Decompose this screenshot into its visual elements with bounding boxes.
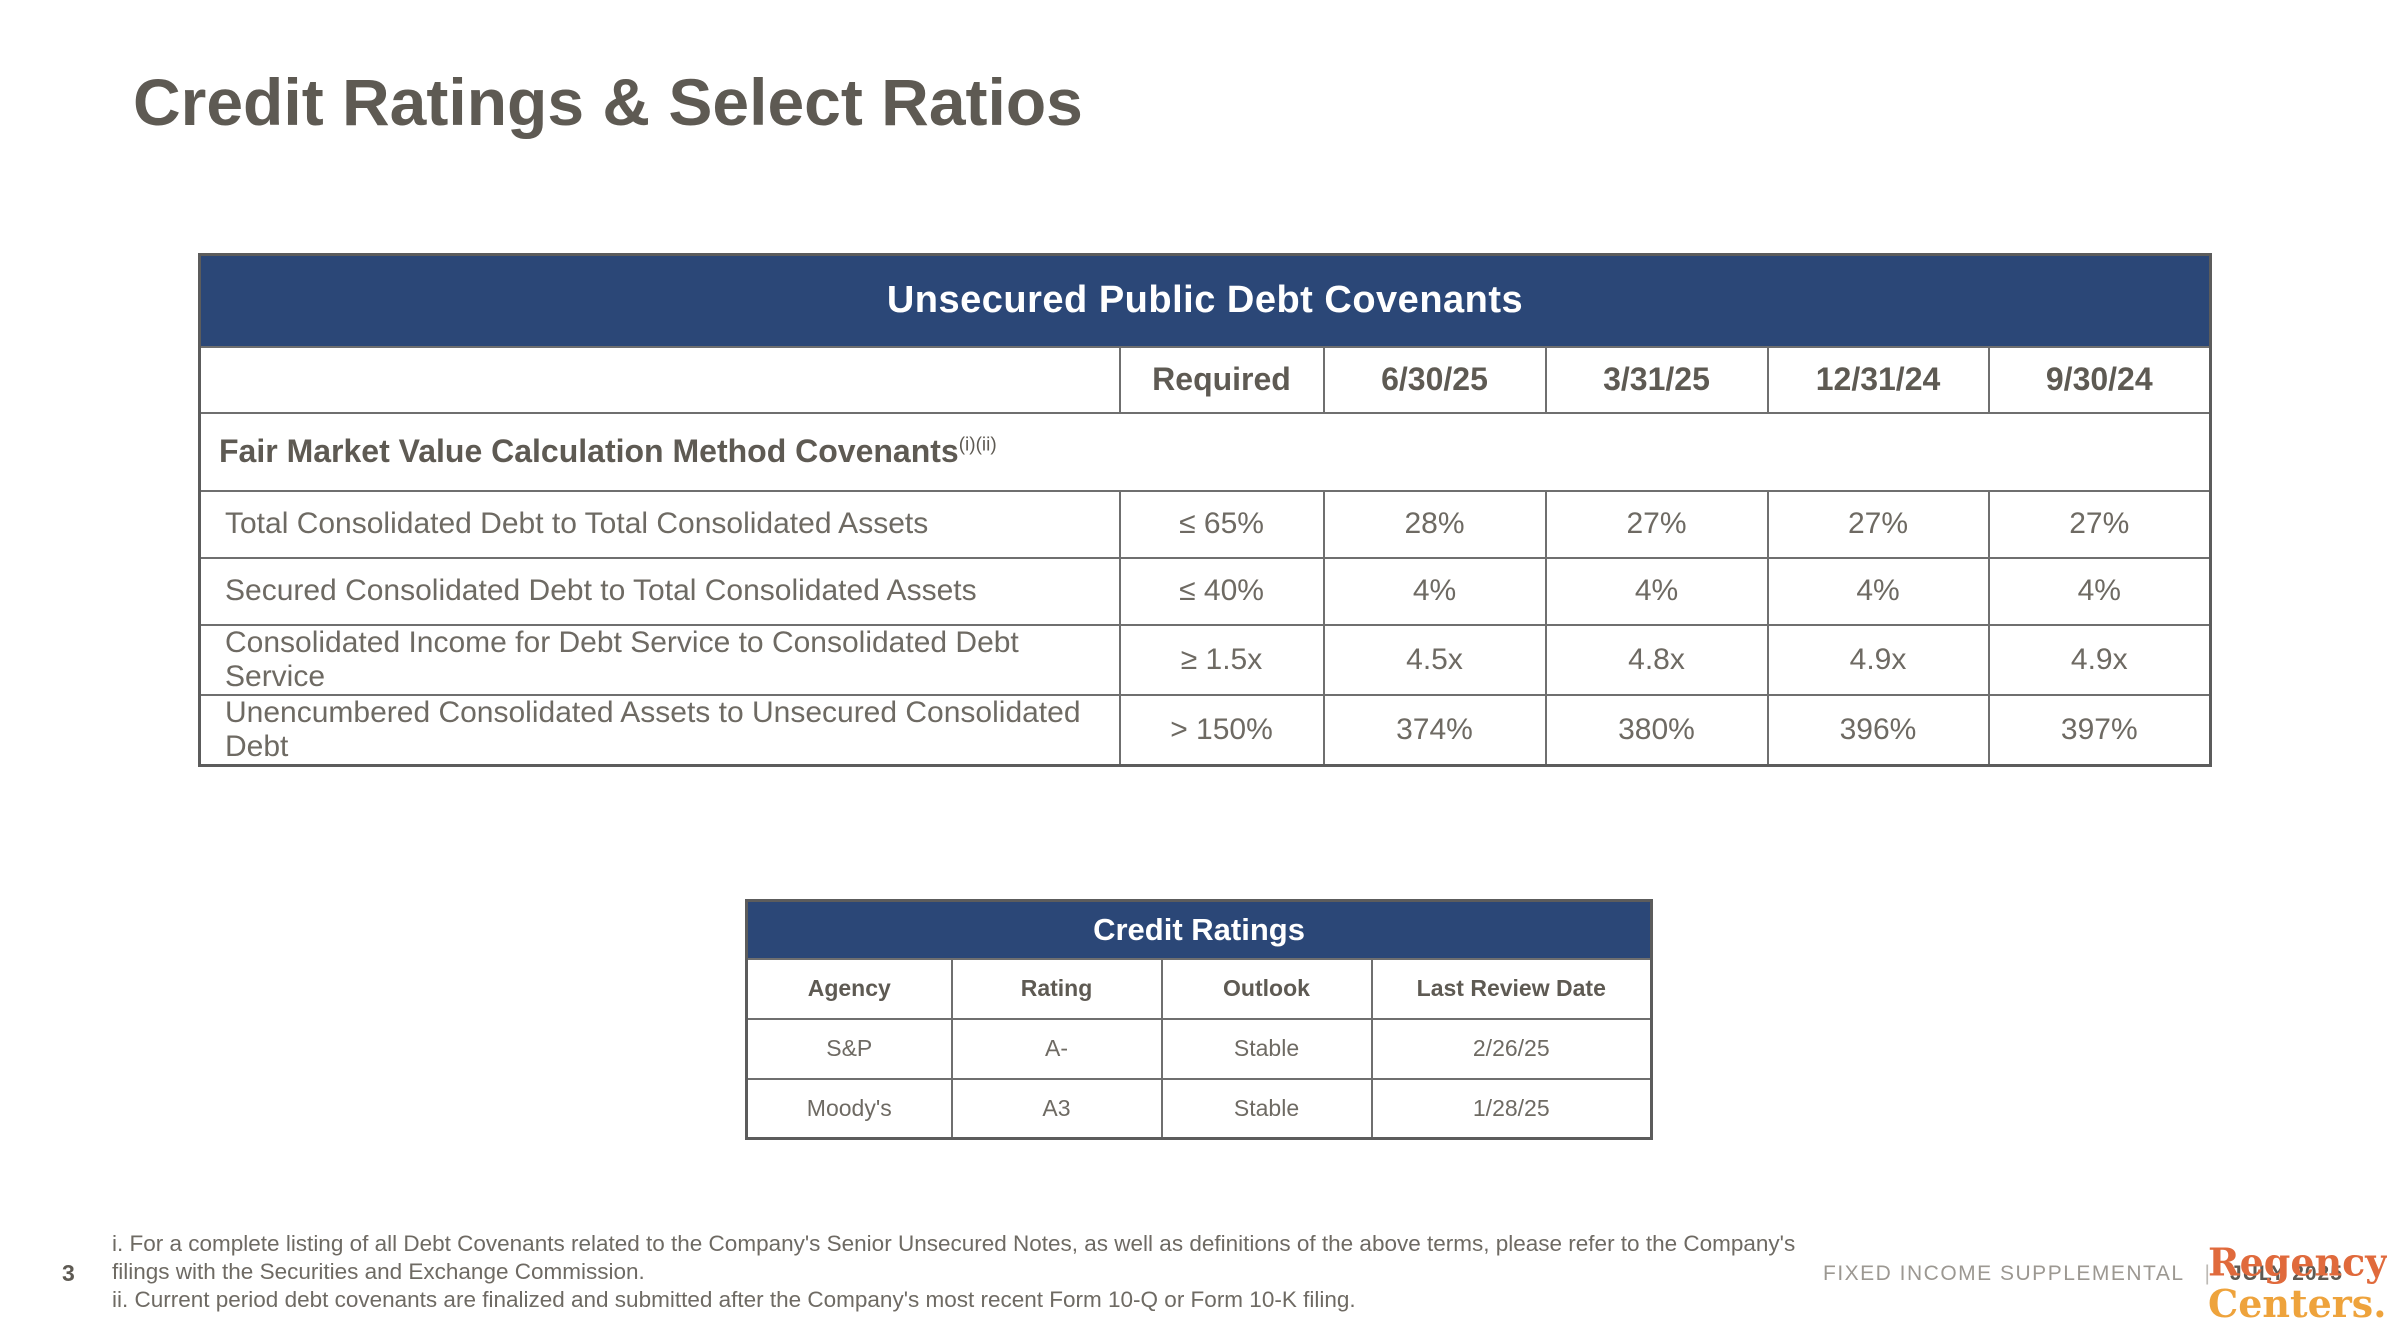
covenants-column-header-row: Required 6/30/25 3/31/25 12/31/24 9/30/2… <box>198 345 2212 414</box>
section-label-text: Fair Market Value Calculation Method Cov… <box>219 433 959 469</box>
ratings-column-header-row: Agency Rating Outlook Last Review Date <box>745 957 1653 1020</box>
covenant-value: 4% <box>1322 556 1547 626</box>
covenants-table-title-row: Unsecured Public Debt Covenants <box>198 253 2212 348</box>
footnote-i: i. For a complete listing of all Debt Co… <box>112 1231 1796 1284</box>
rating-value: A3 <box>950 1077 1163 1140</box>
document-label: FIXED INCOME SUPPLEMENTAL <box>1823 1262 2185 1285</box>
covenant-row: Total Consolidated Debt to Total Consoli… <box>198 489 2212 559</box>
logo-text-regency: Regency <box>2208 1239 2387 1285</box>
outlook-value: Stable <box>1160 1077 1373 1140</box>
covenant-value: 397% <box>1987 693 2212 766</box>
section-superscript: (i)(ii) <box>958 434 997 456</box>
column-header-period: 12/31/24 <box>1766 345 1990 414</box>
covenant-value: 28% <box>1322 489 1547 559</box>
ratings-table: Credit Ratings Agency Rating Outlook Las… <box>745 899 1654 1140</box>
logo-text-centers: Centers. <box>2208 1280 2387 1326</box>
required-value: ≤ 40% <box>1118 556 1325 626</box>
ratings-table-title: Credit Ratings <box>745 899 1653 960</box>
required-value: ≤ 65% <box>1118 489 1325 559</box>
covenant-label: Total Consolidated Debt to Total Consoli… <box>198 489 1121 559</box>
section-label: Fair Market Value Calculation Method Cov… <box>198 411 2212 492</box>
column-header-outlook: Outlook <box>1160 957 1373 1020</box>
covenant-value: 374% <box>1322 693 1547 766</box>
covenants-table-title: Unsecured Public Debt Covenants <box>198 253 2212 348</box>
footnote-ii: ii. Current period debt covenants are fi… <box>112 1287 1356 1312</box>
covenant-row: Unencumbered Consolidated Assets to Unse… <box>198 693 2212 766</box>
column-header-required: Required <box>1118 345 1325 414</box>
covenant-value: 4% <box>1544 556 1769 626</box>
page-title: Credit Ratings & Select Ratios <box>133 65 1083 139</box>
covenant-label: Secured Consolidated Debt to Total Conso… <box>198 556 1121 626</box>
column-header-period: 9/30/24 <box>1987 345 2212 414</box>
covenant-value: 4% <box>1987 556 2212 626</box>
covenant-value: 27% <box>1987 489 2212 559</box>
covenant-value: 27% <box>1766 489 1990 559</box>
column-header-blank <box>198 345 1121 414</box>
footnotes: i. For a complete listing of all Debt Co… <box>112 1230 1832 1314</box>
page-number: 3 <box>62 1260 75 1286</box>
column-header-agency: Agency <box>745 957 953 1020</box>
covenant-value: 27% <box>1544 489 1769 559</box>
regency-centers-logo: Regency® Centers. <box>2208 1238 2387 1324</box>
agency-value: S&P <box>745 1017 953 1080</box>
footer-divider: | <box>2204 1262 2210 1285</box>
covenant-value: 4.9x <box>1766 623 1990 696</box>
covenant-row: Secured Consolidated Debt to Total Conso… <box>198 556 2212 626</box>
covenant-value: 4.5x <box>1322 623 1547 696</box>
covenant-label: Unencumbered Consolidated Assets to Unse… <box>198 693 1121 766</box>
rating-row: S&P A- Stable 2/26/25 <box>745 1017 1653 1080</box>
rating-row: Moody's A3 Stable 1/28/25 <box>745 1077 1653 1140</box>
covenants-section-row: Fair Market Value Calculation Method Cov… <box>198 411 2212 492</box>
ratings-table-title-row: Credit Ratings <box>745 899 1653 960</box>
covenants-table: Unsecured Public Debt Covenants Required… <box>198 253 2213 767</box>
rating-value: A- <box>950 1017 1163 1080</box>
covenant-value: 4.8x <box>1544 623 1769 696</box>
last-review-value: 1/28/25 <box>1370 1077 1653 1140</box>
outlook-value: Stable <box>1160 1017 1373 1080</box>
column-header-last-review: Last Review Date <box>1370 957 1653 1020</box>
agency-value: Moody's <box>745 1077 953 1140</box>
date-label: JULY 2025 <box>2229 1262 2343 1285</box>
covenant-value: 4.9x <box>1987 623 2212 696</box>
required-value: > 150% <box>1118 693 1325 766</box>
column-header-rating: Rating <box>950 957 1163 1020</box>
column-header-period: 3/31/25 <box>1544 345 1769 414</box>
covenant-value: 4% <box>1766 556 1990 626</box>
footer-meta: FIXED INCOME SUPPLEMENTAL | JULY 2025 <box>1823 1262 2343 1286</box>
covenant-value: 380% <box>1544 693 1769 766</box>
covenant-value: 396% <box>1766 693 1990 766</box>
last-review-value: 2/26/25 <box>1370 1017 1653 1080</box>
required-value: ≥ 1.5x <box>1118 623 1325 696</box>
covenant-label: Consolidated Income for Debt Service to … <box>198 623 1121 696</box>
covenant-row: Consolidated Income for Debt Service to … <box>198 623 2212 696</box>
column-header-period: 6/30/25 <box>1322 345 1547 414</box>
